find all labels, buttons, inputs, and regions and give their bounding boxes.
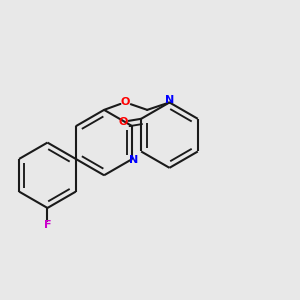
Text: N: N — [165, 95, 174, 105]
Text: N: N — [129, 155, 139, 165]
Text: O: O — [118, 117, 128, 127]
Text: F: F — [44, 220, 51, 230]
Text: O: O — [120, 98, 130, 107]
